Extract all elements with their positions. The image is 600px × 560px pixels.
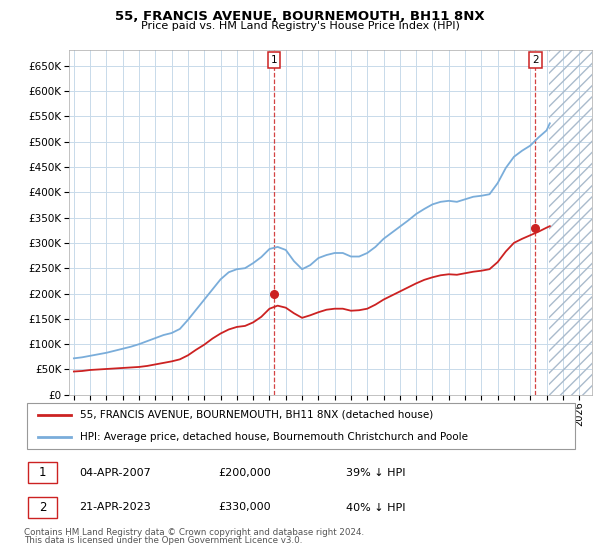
Text: 2: 2 bbox=[39, 501, 47, 514]
Text: 39% ↓ HPI: 39% ↓ HPI bbox=[346, 468, 406, 478]
FancyBboxPatch shape bbox=[28, 462, 58, 483]
FancyBboxPatch shape bbox=[27, 404, 575, 449]
Text: Price paid vs. HM Land Registry's House Price Index (HPI): Price paid vs. HM Land Registry's House … bbox=[140, 21, 460, 31]
Text: 40% ↓ HPI: 40% ↓ HPI bbox=[346, 502, 406, 512]
Text: £330,000: £330,000 bbox=[218, 502, 271, 512]
Text: £200,000: £200,000 bbox=[218, 468, 271, 478]
Text: HPI: Average price, detached house, Bournemouth Christchurch and Poole: HPI: Average price, detached house, Bour… bbox=[79, 432, 467, 442]
Text: This data is licensed under the Open Government Licence v3.0.: This data is licensed under the Open Gov… bbox=[24, 536, 302, 545]
Text: 2: 2 bbox=[532, 55, 539, 65]
Text: 1: 1 bbox=[271, 55, 277, 65]
Text: 1: 1 bbox=[39, 466, 47, 479]
FancyBboxPatch shape bbox=[28, 497, 58, 518]
Text: 55, FRANCIS AVENUE, BOURNEMOUTH, BH11 8NX: 55, FRANCIS AVENUE, BOURNEMOUTH, BH11 8N… bbox=[115, 10, 485, 23]
Text: 21-APR-2023: 21-APR-2023 bbox=[79, 502, 151, 512]
Text: 55, FRANCIS AVENUE, BOURNEMOUTH, BH11 8NX (detached house): 55, FRANCIS AVENUE, BOURNEMOUTH, BH11 8N… bbox=[79, 410, 433, 420]
Text: 04-APR-2007: 04-APR-2007 bbox=[79, 468, 151, 478]
Text: Contains HM Land Registry data © Crown copyright and database right 2024.: Contains HM Land Registry data © Crown c… bbox=[24, 528, 364, 536]
